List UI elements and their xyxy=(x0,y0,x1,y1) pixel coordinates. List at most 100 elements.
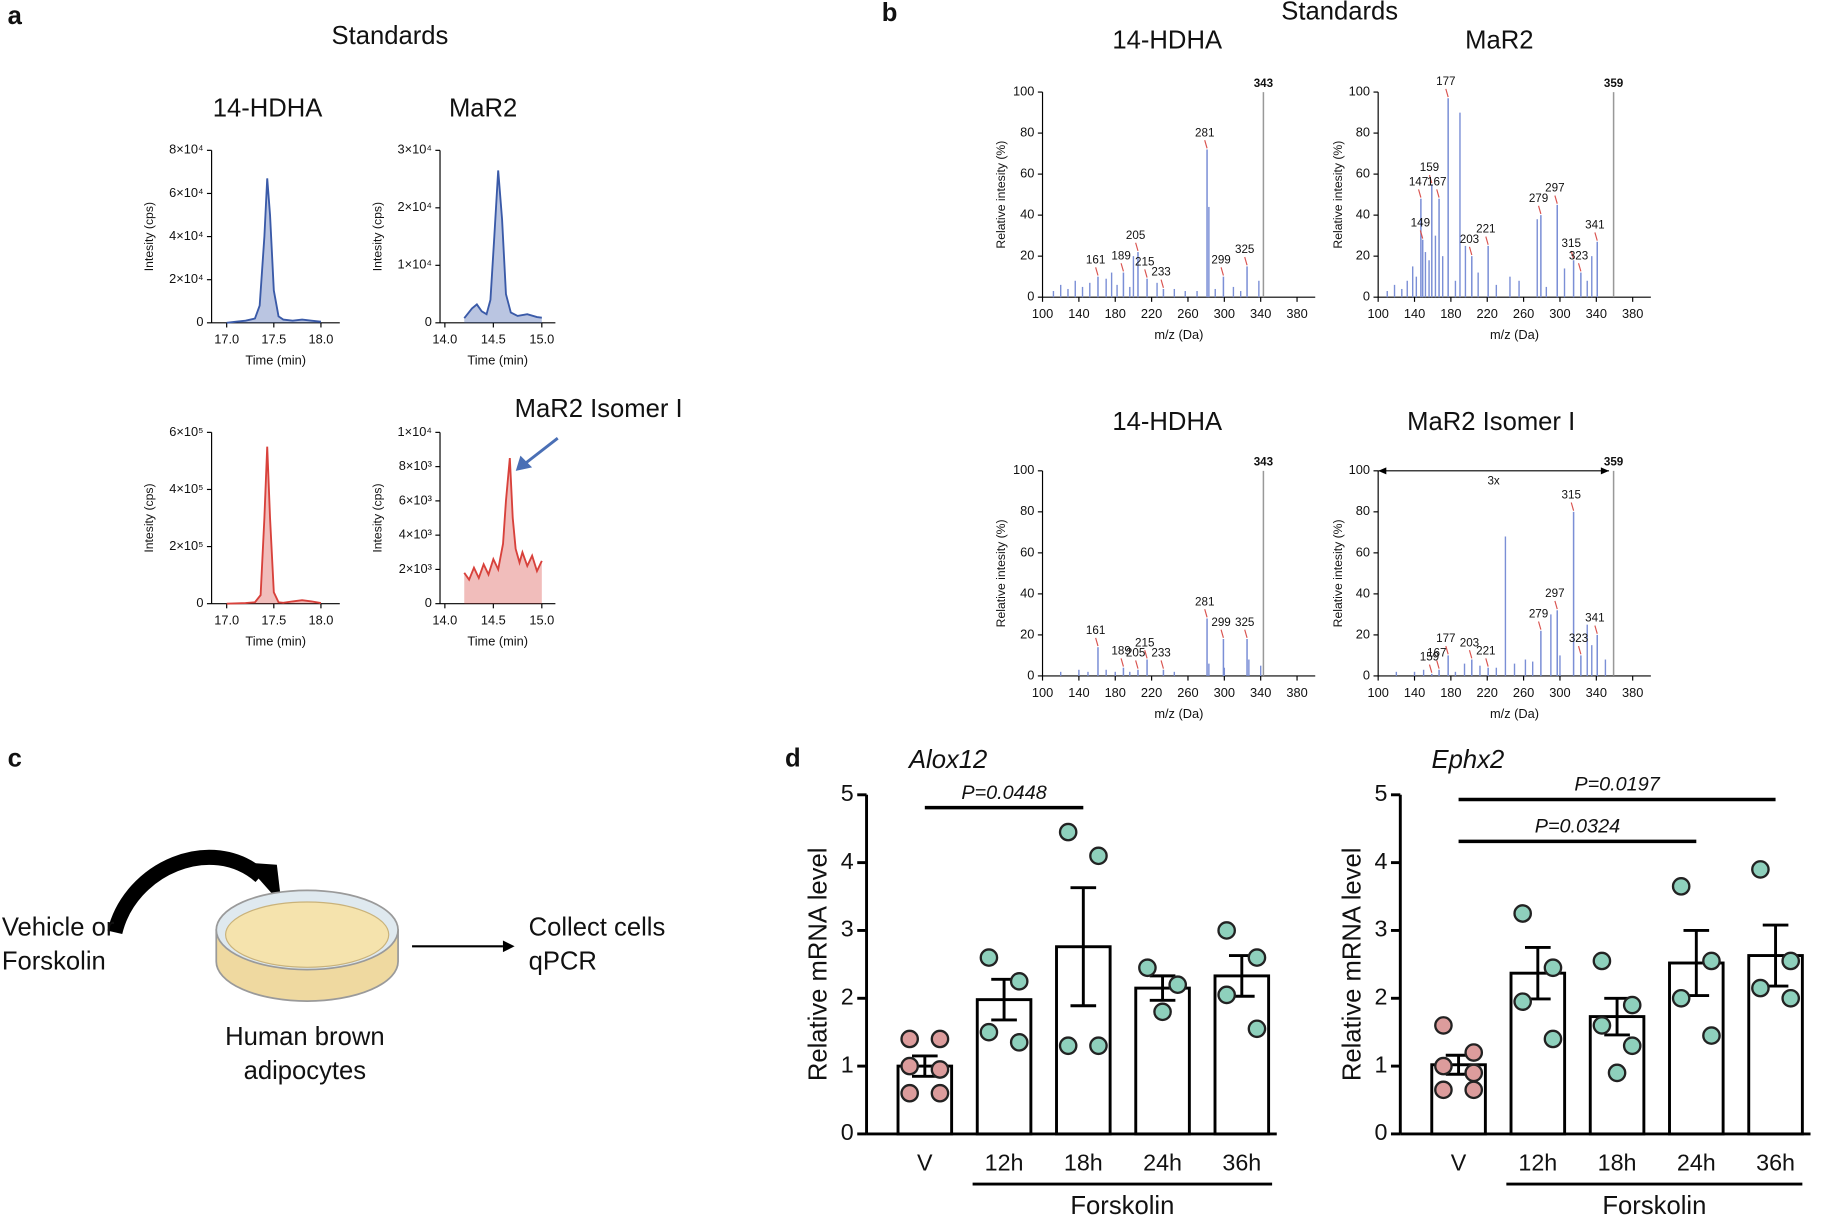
y-tick-label: 0 xyxy=(425,314,432,329)
y-axis-label: Relative mRNA level xyxy=(805,848,833,1082)
data-point xyxy=(1138,958,1157,978)
y-tick-label: 3 xyxy=(1375,916,1388,942)
x-tick-label: 340 xyxy=(1250,685,1271,700)
y-tick-label: 0 xyxy=(196,314,203,329)
y-tick-label: 6×10⁵ xyxy=(169,424,203,439)
peak-label: 281 xyxy=(1195,126,1214,139)
chart-title: 14-HDHA xyxy=(213,94,324,122)
peak-label: 221 xyxy=(1476,644,1495,657)
data-point xyxy=(1671,877,1691,896)
x-tick-label: 180 xyxy=(1105,685,1126,700)
x-tick-label: 340 xyxy=(1586,306,1607,321)
peak-label: 341 xyxy=(1585,612,1604,625)
y-tick-label: 40 xyxy=(1356,207,1370,222)
data-point xyxy=(1089,846,1108,866)
leader-line xyxy=(1594,625,1598,634)
x-axis-label: m/z (Da) xyxy=(1154,327,1203,342)
y-tick-label: 3×10⁴ xyxy=(398,142,432,157)
leader-line xyxy=(1436,660,1440,669)
section-title: Standards xyxy=(1281,0,1398,26)
peak-label: 205 xyxy=(1126,647,1145,660)
line xyxy=(463,457,543,582)
x-tick-label: 18.0 xyxy=(308,613,333,628)
leader-line xyxy=(1468,650,1473,659)
data-point xyxy=(1058,822,1078,842)
panel-label: b xyxy=(882,0,898,27)
peak-label: 203 xyxy=(1460,233,1479,246)
leader-line xyxy=(1485,236,1489,245)
panel-label: d xyxy=(785,745,801,773)
chart-title: MaR2 Isomer I xyxy=(1407,408,1575,436)
y-tick-label: 0 xyxy=(1027,667,1034,682)
peak-label: 325 xyxy=(1235,616,1254,629)
data-point xyxy=(979,1022,999,1042)
diagram-text: Human brown xyxy=(225,1023,385,1051)
y-tick-label: 80 xyxy=(1020,503,1034,518)
y-tick-label: 5 xyxy=(841,780,854,806)
y-tick-label: 1×10⁴ xyxy=(398,257,432,272)
x-axis-label: Time (min) xyxy=(245,353,306,368)
y-tick-label: 0 xyxy=(196,595,203,610)
y-tick-label: 0 xyxy=(1375,1119,1388,1145)
x-tick-label: 300 xyxy=(1549,306,1570,321)
x-tick-label: 180 xyxy=(1105,306,1126,321)
x-tick-label: 220 xyxy=(1477,685,1498,700)
peak-label: 161 xyxy=(1086,624,1105,637)
peak-label: 215 xyxy=(1135,636,1154,649)
x-tick-label: V xyxy=(1451,1149,1467,1175)
peak-label: 189 xyxy=(1111,644,1130,657)
x-tick-label: 220 xyxy=(1477,306,1498,321)
annotation-arrow xyxy=(525,437,559,464)
data-point xyxy=(1168,975,1188,995)
y-tick-label: 2×10³ xyxy=(399,561,433,576)
x-tick-label: 100 xyxy=(1032,306,1053,321)
chart-title: MaR2 xyxy=(1465,27,1533,55)
section-title: Standards xyxy=(331,22,448,50)
x-tick-label: 340 xyxy=(1586,685,1607,700)
peak-label: 161 xyxy=(1086,253,1105,266)
x-axis-label: m/z (Da) xyxy=(1490,327,1539,342)
peak-label: 325 xyxy=(1235,243,1254,256)
peak-label: 233 xyxy=(1151,266,1170,279)
p-value: P=0.0197 xyxy=(1574,774,1660,796)
x-tick-label: 260 xyxy=(1177,306,1198,321)
area xyxy=(464,458,542,604)
leader-line xyxy=(1570,250,1575,260)
y-axis-label: Intesity (cps) xyxy=(142,202,156,271)
leader-line xyxy=(1419,230,1424,239)
data-point xyxy=(1513,904,1532,923)
y-tick-label: 4×10⁵ xyxy=(169,481,203,496)
x-tick-label: 220 xyxy=(1141,685,1162,700)
chart-title: Ephx2 xyxy=(1432,746,1505,774)
y-tick-label: 40 xyxy=(1020,585,1034,600)
leader-line xyxy=(1485,658,1489,667)
leader-line xyxy=(1120,658,1124,667)
y-tick-label: 3 xyxy=(841,916,854,942)
y-tick-label: 40 xyxy=(1020,207,1034,222)
line xyxy=(226,178,322,324)
chart-title: MaR2 xyxy=(449,94,517,122)
data-point xyxy=(1781,988,1801,1008)
peak-label: 189 xyxy=(1111,249,1130,262)
y-tick-label: 0 xyxy=(1363,289,1370,304)
peak-label: 297 xyxy=(1545,587,1564,600)
y-axis-label: Intesity (cps) xyxy=(142,483,156,552)
leader-line xyxy=(1577,645,1582,655)
data-point xyxy=(900,1029,919,1049)
y-tick-label: 1 xyxy=(1375,1051,1388,1077)
peak-label: 233 xyxy=(1151,647,1170,660)
leader-line xyxy=(1204,140,1208,149)
leader-line xyxy=(1554,195,1558,204)
data-point xyxy=(1464,1063,1484,1083)
bar xyxy=(1134,986,1191,1136)
data-point xyxy=(1702,951,1721,971)
peak-label: 359 xyxy=(1604,456,1624,469)
y-tick-label: 1×10⁴ xyxy=(398,424,432,439)
x-tick-label: 180 xyxy=(1440,685,1461,700)
x-axis-label: m/z (Da) xyxy=(1154,706,1203,721)
peak-label: 343 xyxy=(1254,456,1274,469)
x-tick-label: 14.5 xyxy=(481,332,506,347)
leader-line xyxy=(1570,502,1575,511)
peak-label: 297 xyxy=(1545,182,1564,195)
x-tick-label: 380 xyxy=(1622,306,1643,321)
